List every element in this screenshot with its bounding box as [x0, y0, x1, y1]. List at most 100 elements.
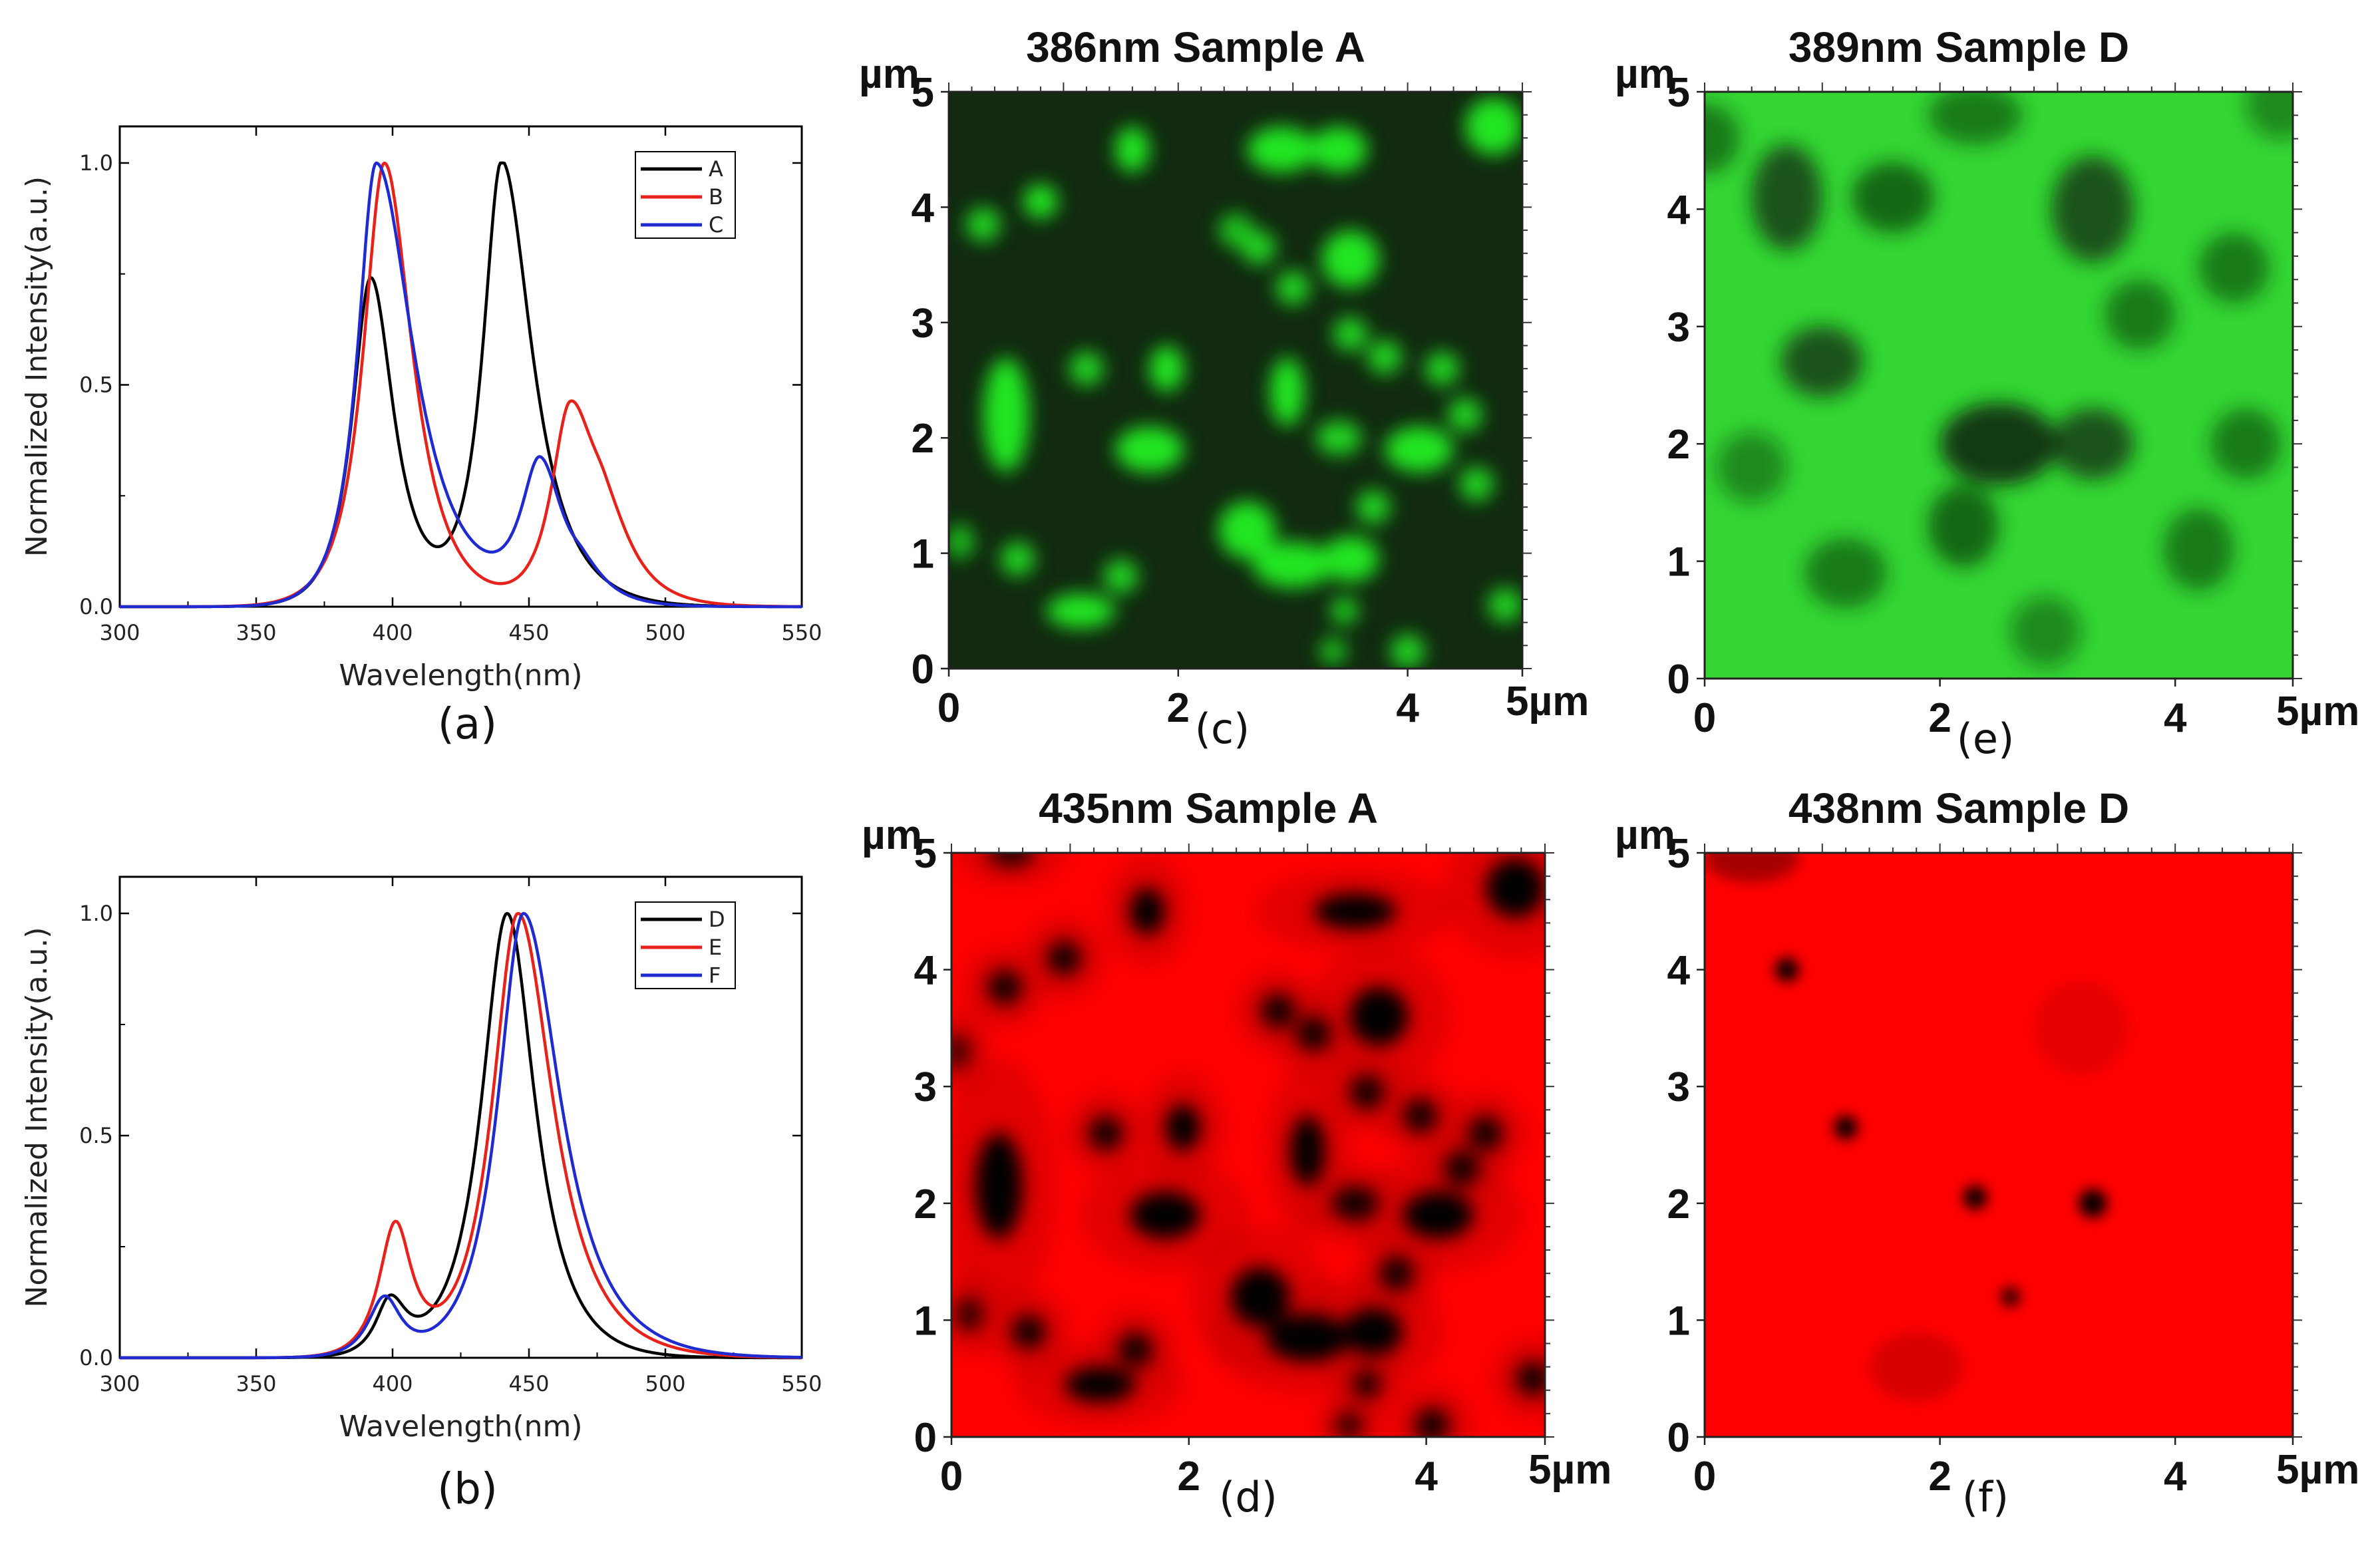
heatmap-spot-layer — [949, 97, 1522, 669]
heatmap-spot — [1117, 1331, 1154, 1368]
heatmap-spot — [2034, 981, 2128, 1076]
y-unit-label: µm — [862, 812, 922, 858]
spectrum-panel-b: 300 350 400 450 500 550 0.0 0.5 1.0 Wavelength(nm… — [20, 875, 822, 1514]
heatmap-spot — [1468, 1115, 1504, 1152]
heatmap-spot — [1260, 993, 1296, 1028]
heatmap-spot — [1447, 397, 1482, 432]
y-tick-label: 0.0 — [79, 594, 113, 619]
y-tick-label: 5 — [912, 70, 934, 116]
heatmap-spot — [1046, 593, 1115, 629]
heatmap-spot — [1114, 126, 1150, 173]
x-tick-label: 0 — [940, 1454, 963, 1499]
x-axis-label: Wavelength(nm) — [339, 659, 582, 693]
x-tick-label: 500 — [645, 1371, 685, 1396]
y-tick-label: 0 — [912, 647, 934, 693]
heatmap-spot — [1928, 484, 1999, 567]
heatmap-spot — [1349, 987, 1409, 1046]
y-tick-label: 0.5 — [79, 1123, 113, 1148]
y-tick-label: 1 — [912, 532, 934, 577]
y-tick-label: 0.0 — [79, 1345, 113, 1370]
x-tick-label: 4 — [1415, 1454, 1438, 1499]
heatmap-spot — [1331, 1185, 1379, 1221]
series-line-F — [119, 911, 802, 1360]
heatmap-spot — [2210, 408, 2282, 480]
heatmap-spot-layer — [1705, 853, 2128, 1402]
heatmap-spot — [951, 1033, 972, 1070]
x-tick-label: 2 — [1178, 1454, 1200, 1499]
x-tick-label: 4 — [2164, 1454, 2187, 1499]
heatmap-spot — [1149, 345, 1184, 392]
panel-caption: (d) — [1219, 1473, 1277, 1521]
x-tick-label: 350 — [236, 1371, 276, 1396]
y-tick-label: 5 — [914, 831, 937, 877]
panel-caption: (a) — [438, 700, 497, 749]
y-tick-label: 1.0 — [79, 150, 113, 176]
heatmap-spot — [1379, 1255, 1415, 1291]
heatmap-spot — [1464, 97, 1522, 156]
legend-label-D: D — [709, 907, 725, 932]
heatmap-title: 389nm Sample D — [1788, 23, 2129, 71]
y-tick-label: 3 — [1667, 305, 1690, 351]
heatmap-spot — [1869, 1331, 1963, 1402]
heatmap-spot-layer — [1705, 92, 2293, 667]
heatmap-spot — [1488, 587, 1522, 623]
heatmap-halo — [953, 853, 1068, 887]
x-tick-label: 2 — [1928, 695, 1951, 741]
heatmap-spot — [1852, 162, 1934, 233]
heatmap-spot — [1834, 1115, 1858, 1140]
x-tick-label: 550 — [781, 1371, 822, 1396]
heatmap-spot — [983, 357, 1029, 472]
heatmap-spot — [1343, 1308, 1403, 1356]
heatmap-spot — [1218, 501, 1276, 559]
heatmap-spot — [2105, 279, 2176, 351]
heatmap-spot — [1011, 1314, 1047, 1350]
heatmap-spot — [2051, 408, 2134, 480]
heatmap-spot — [1751, 144, 1822, 251]
heatmap-panel-c: 0 1 2 3 4 5µm 0 2 4 5µm 386nm Sample A (c) — [859, 23, 1589, 753]
heatmap-spot — [1310, 126, 1368, 173]
heatmap-spot — [1804, 538, 1888, 609]
legend-label-B: B — [709, 184, 723, 210]
heatmap-spot — [1289, 1115, 1325, 1187]
heatmap-spot — [1114, 426, 1184, 473]
heatmap-frame — [950, 852, 1546, 1438]
y-tick-label: 1.0 — [79, 901, 113, 926]
heatmap-spot — [1064, 1366, 1136, 1402]
heatmap-frame — [1703, 90, 2294, 680]
heatmap-spot — [1335, 1411, 1364, 1437]
heatmap-spot — [2163, 508, 2234, 591]
panel-caption: (b) — [437, 1465, 498, 1514]
heatmap-spot — [1266, 1314, 1349, 1362]
x-tick-label: 400 — [372, 1371, 413, 1396]
heatmap-background — [1705, 853, 2293, 1437]
y-tick-label: 5 — [1667, 70, 1690, 116]
heatmap-spot — [987, 969, 1023, 1005]
series-line-C — [119, 161, 802, 609]
heatmap-spot — [1385, 426, 1454, 473]
y-tick-label: 3 — [914, 1064, 937, 1110]
heatmap-spot — [1046, 940, 1083, 976]
heatmap-title: 438nm Sample D — [1788, 784, 2129, 832]
heatmap-title: 386nm Sample A — [1026, 23, 1365, 71]
heatmap-spot — [1103, 559, 1138, 594]
heatmap-panel-e: 0 1 2 3 4 5µm 0 2 4 5µm 389nm Sample D (e) — [1615, 23, 2359, 763]
y-tick-label: 4 — [912, 185, 935, 231]
heatmap-spot — [1515, 1360, 1545, 1396]
heatmap-panel-f: 0 1 2 3 4 5µm 0 2 4 5µm 438nm Sample D (f) — [1615, 784, 2359, 1521]
y-tick-label: 3 — [912, 301, 934, 347]
legend-label-A: A — [709, 156, 723, 182]
heatmap-spot — [1402, 1191, 1474, 1239]
heatmap-spot — [2010, 596, 2081, 667]
y-tick-label: 0 — [1667, 657, 1690, 703]
y-unit-label: µm — [859, 51, 920, 97]
heatmap-spot — [1402, 1098, 1439, 1134]
x-tick-label: 450 — [508, 620, 549, 645]
y-axis-label: Normalized Intensity(a.u.) — [20, 927, 54, 1307]
heatmap-spot — [1963, 1185, 1987, 1209]
heatmap-spot — [1928, 92, 2023, 145]
heatmap-spot — [1252, 542, 1333, 588]
heatmap-spot — [1315, 420, 1362, 456]
legend-label-E: E — [709, 935, 722, 960]
heatmap-spot — [1356, 490, 1391, 525]
heatmap-spot — [1088, 1115, 1124, 1152]
